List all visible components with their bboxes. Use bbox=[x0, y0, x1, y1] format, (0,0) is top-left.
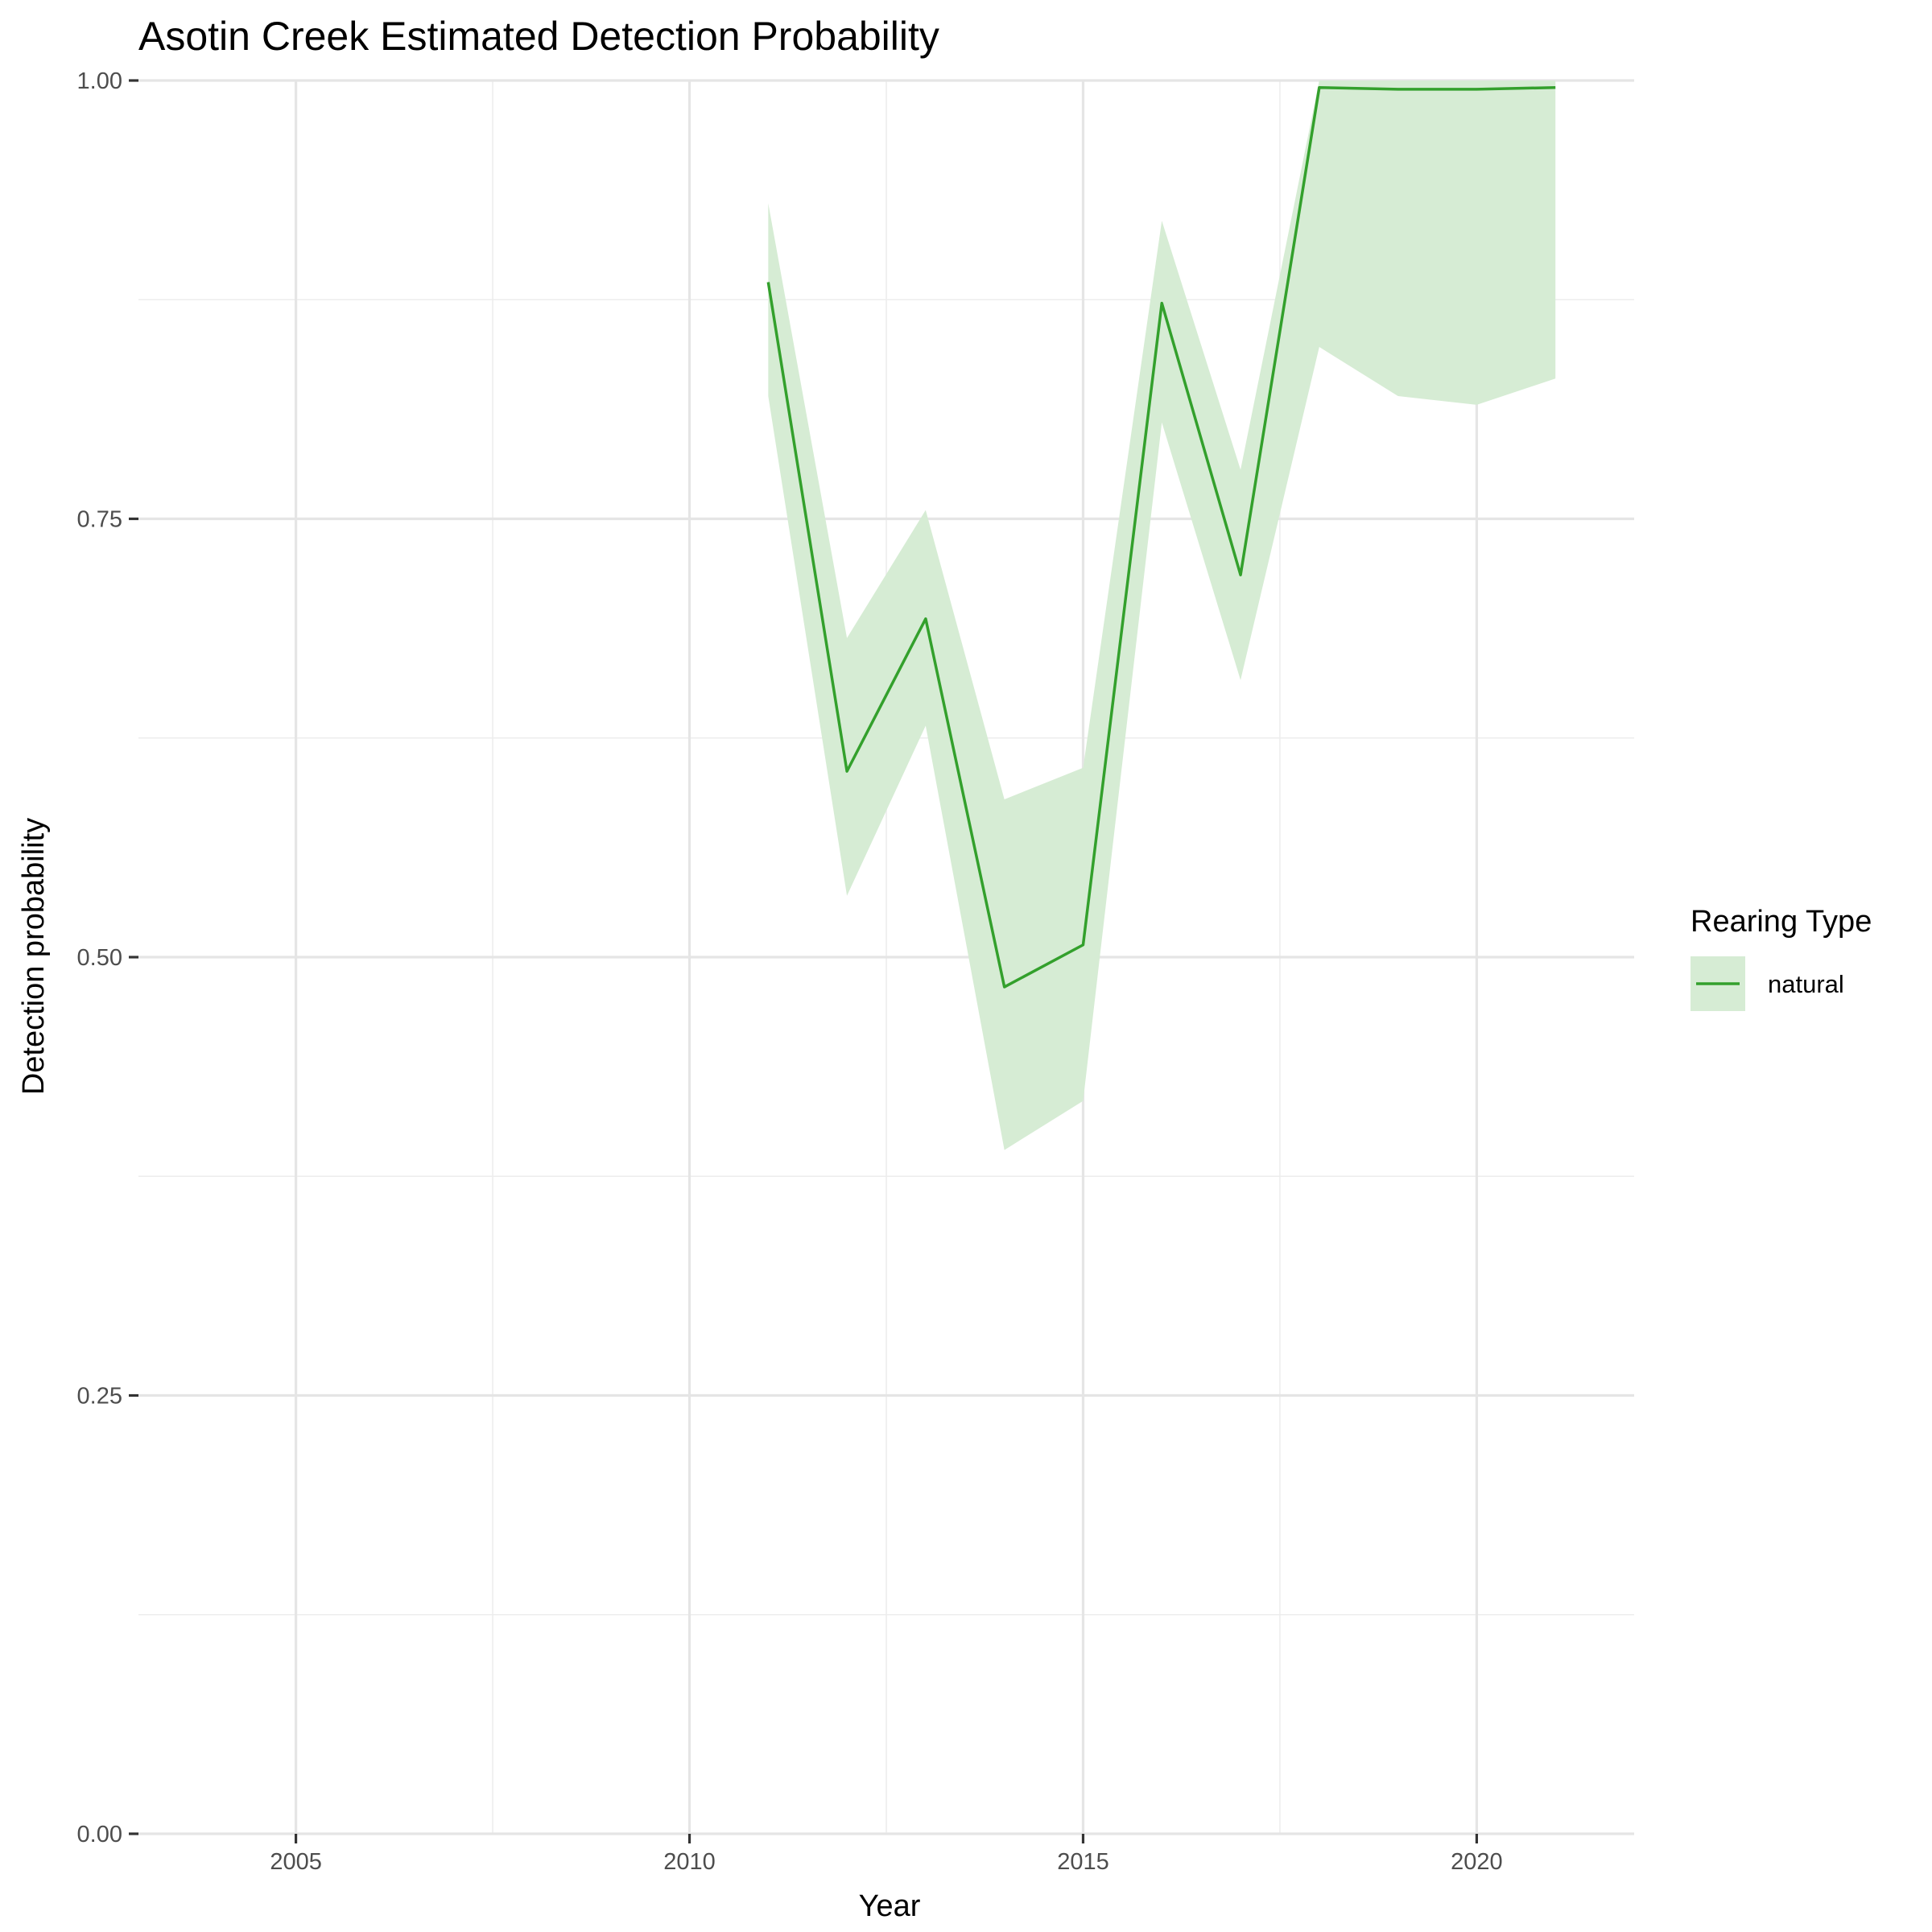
series-lines bbox=[766, 85, 1556, 989]
chart-title: Asotin Creek Estimated Detection Probabi… bbox=[138, 14, 939, 59]
y-axis-title: Detection probability bbox=[17, 818, 51, 1095]
x-tick-label: 2020 bbox=[1451, 1849, 1503, 1875]
confidence-ribbons bbox=[768, 80, 1556, 1150]
x-tick-label: 2005 bbox=[270, 1849, 322, 1875]
legend: Rearing Type natural bbox=[1690, 905, 1872, 1011]
y-axis: 0.00 0.25 0.50 0.75 1.00 bbox=[77, 68, 138, 1847]
series-ribbon-natural bbox=[768, 80, 1556, 1150]
y-tick-label: 0.00 bbox=[77, 1822, 122, 1847]
x-tick-label: 2010 bbox=[663, 1849, 716, 1875]
y-tick-label: 0.25 bbox=[77, 1384, 122, 1410]
x-tick-label: 2015 bbox=[1057, 1849, 1109, 1875]
legend-label: natural bbox=[1768, 970, 1844, 998]
legend-title: Rearing Type bbox=[1690, 905, 1872, 939]
x-axis: 2005 2010 2015 2020 bbox=[270, 1834, 1503, 1875]
y-tick-label: 1.00 bbox=[77, 68, 122, 94]
major-gridlines bbox=[138, 79, 1634, 1835]
y-tick-label: 0.75 bbox=[77, 507, 122, 533]
legend-items: natural bbox=[1690, 956, 1844, 1011]
y-tick-label: 0.50 bbox=[77, 945, 122, 971]
x-axis-title: Year bbox=[859, 1889, 921, 1923]
